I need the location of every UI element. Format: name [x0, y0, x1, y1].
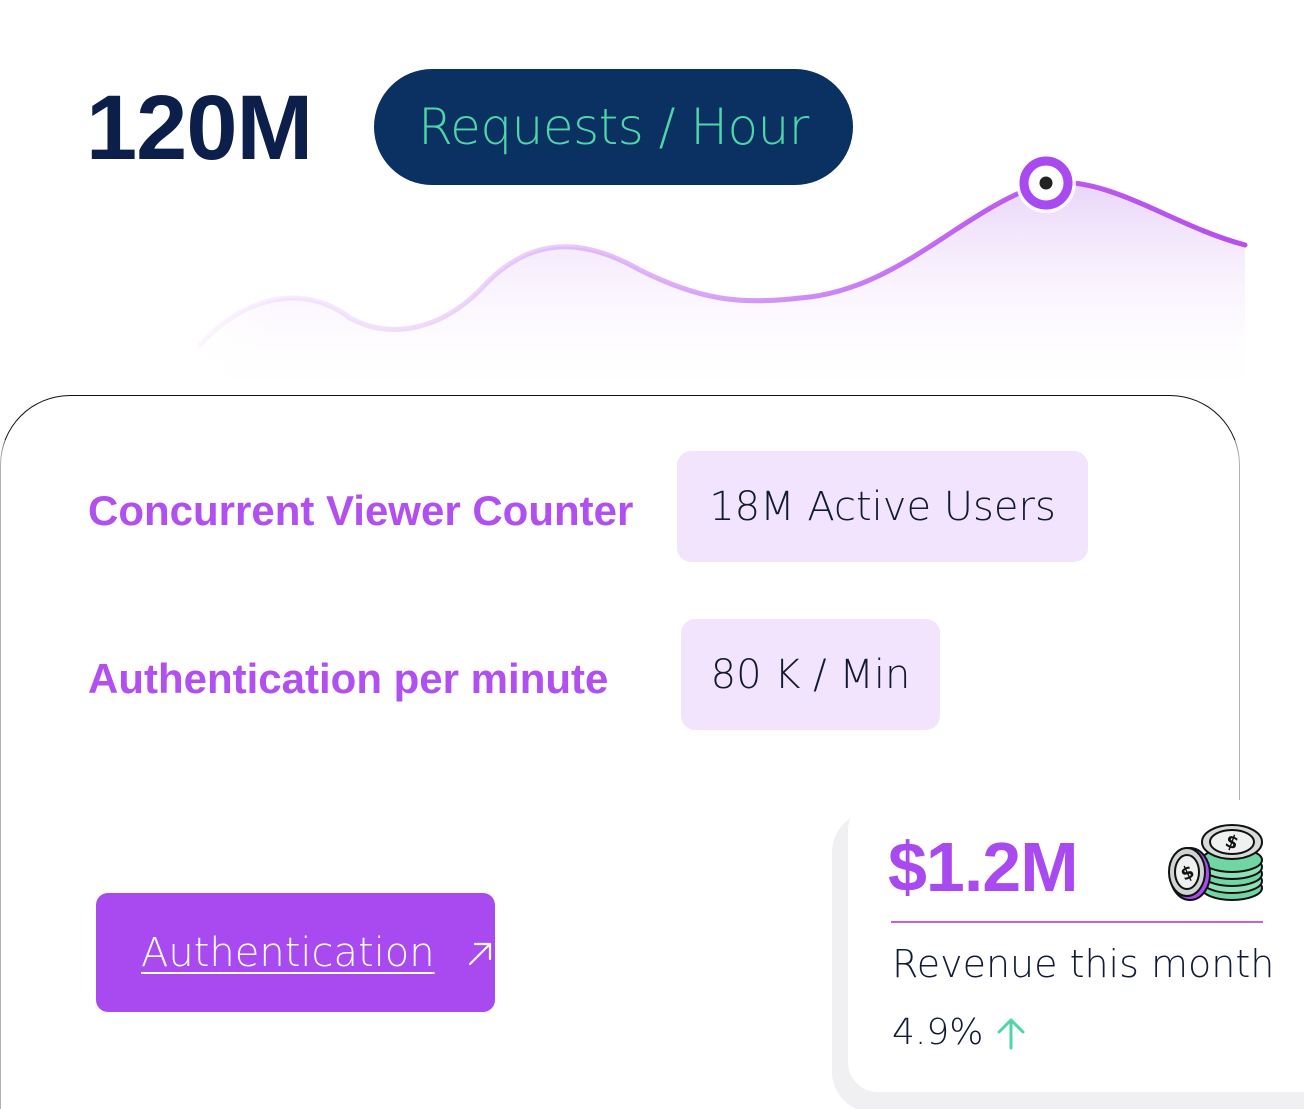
revenue-amount: $1.2M	[888, 828, 1079, 906]
trend-area	[200, 182, 1245, 400]
auth-per-minute-value: 80 K / Min	[681, 619, 940, 730]
revenue-divider	[891, 921, 1263, 923]
trend-line	[197, 179, 1248, 348]
coins-stack-icon: $ $	[1168, 824, 1263, 901]
requests-stat-value: 120M	[86, 77, 313, 179]
revenue-change: 4.9%	[892, 1015, 1029, 1051]
authentication-button[interactable]: Authentication	[96, 893, 495, 1012]
requests-unit-badge: Requests / Hour	[374, 69, 853, 185]
arrow-up-icon	[997, 1018, 1025, 1050]
concurrent-viewer-label: Concurrent Viewer Counter	[88, 487, 634, 534]
trend-sparkline	[190, 153, 1250, 400]
authentication-button-label: Authentication	[141, 929, 435, 976]
arrow-up-right-icon	[468, 942, 491, 965]
auth-per-minute-label: Authentication per minute	[88, 655, 609, 702]
trend-marker	[1016, 153, 1076, 213]
revenue-change-value: 4.9%	[892, 1012, 984, 1053]
concurrent-viewer-value: 18M Active Users	[677, 451, 1088, 562]
revenue-caption: Revenue this month	[892, 942, 1275, 986]
